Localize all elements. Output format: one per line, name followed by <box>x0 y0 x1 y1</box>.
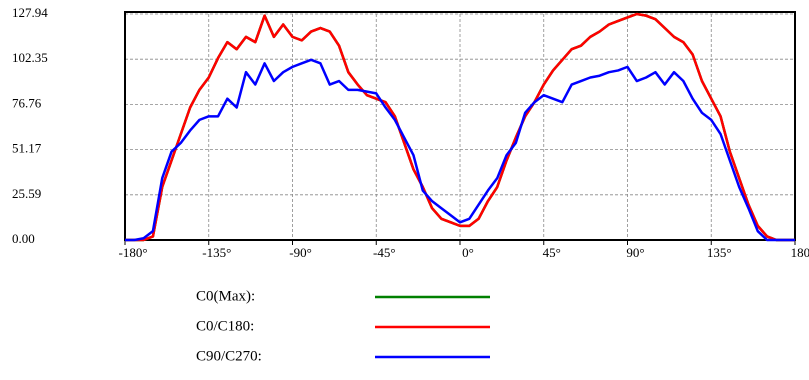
y-tick-label: 25.59 <box>12 186 41 201</box>
legend-label: C90/C270: <box>196 348 262 364</box>
x-tick-label: -135° <box>202 245 231 260</box>
series-line <box>125 12 795 242</box>
plot-frame <box>124 11 796 241</box>
y-tick-label: 76.76 <box>12 95 42 110</box>
x-tick-label: 90° <box>626 245 644 260</box>
legend-label: C0/C180: <box>196 318 254 334</box>
legend-label: C0(Max): <box>196 288 255 304</box>
x-tick-label: 180° <box>791 245 809 260</box>
x-tick-label: 0° <box>462 245 474 260</box>
x-tick-label: 135° <box>707 245 732 260</box>
x-tick-label: 45° <box>543 245 561 260</box>
y-tick-label: 0.00 <box>12 231 35 246</box>
series-line <box>125 58 795 242</box>
x-tick-label: -180° <box>118 245 147 260</box>
y-tick-label: 102.35 <box>12 50 48 65</box>
y-tick-label: 51.17 <box>12 141 42 156</box>
x-tick-label: -90° <box>289 245 312 260</box>
x-tick-label: -45° <box>373 245 396 260</box>
y-tick-label: 127.94 <box>12 5 48 20</box>
